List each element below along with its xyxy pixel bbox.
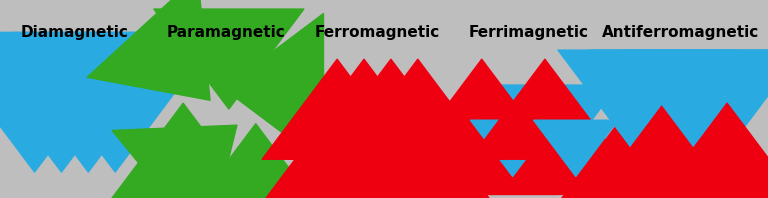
Text: Paramagnetic: Paramagnetic [167,25,286,40]
Text: Diamagnetic: Diamagnetic [21,25,129,40]
Text: Antiferromagnetic: Antiferromagnetic [601,25,759,40]
Text: Ferrimagnetic: Ferrimagnetic [468,25,589,40]
Text: Ferromagnetic: Ferromagnetic [315,25,440,40]
